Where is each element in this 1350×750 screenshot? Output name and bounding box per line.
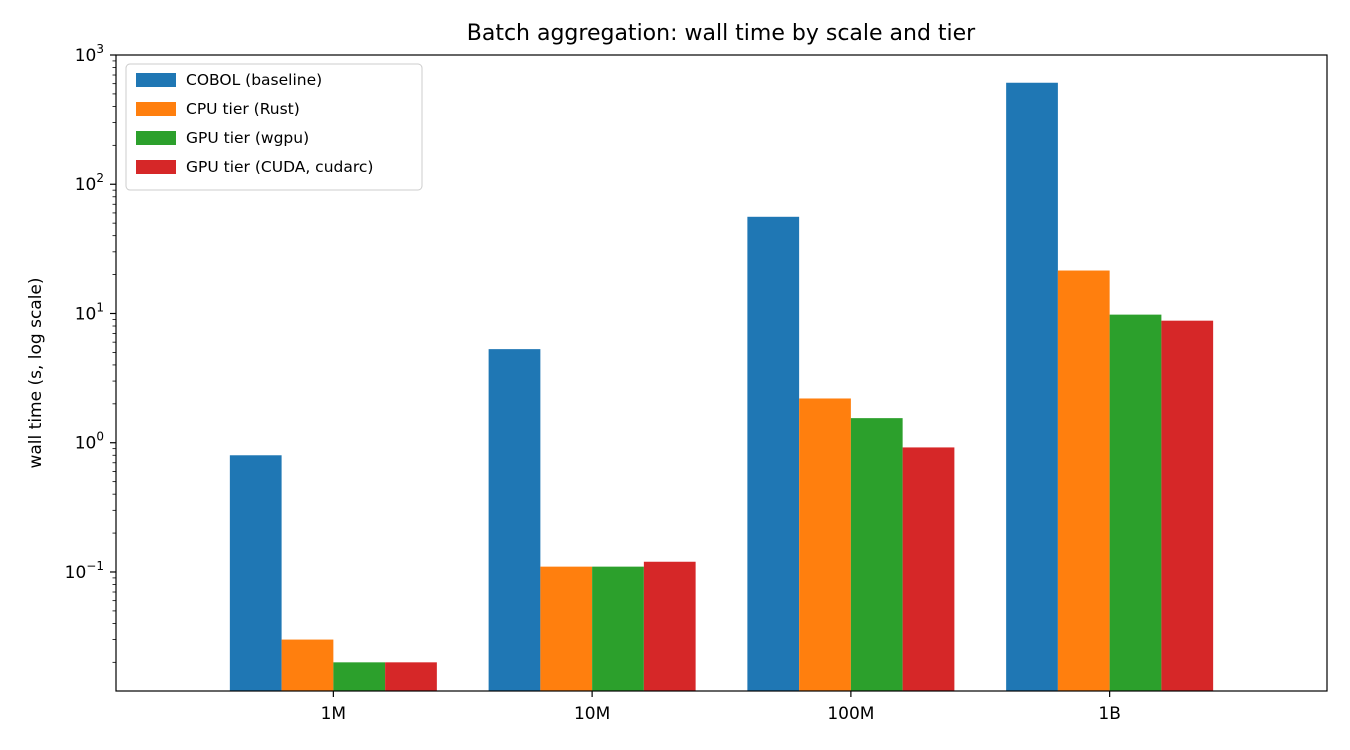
x-tick-label: 1M	[321, 704, 346, 724]
bars-group	[229, 82, 1214, 692]
plot-frame	[115, 54, 1328, 692]
legend-label: GPU tier (wgpu)	[186, 129, 309, 147]
bar-1B-series-3	[1161, 320, 1214, 691]
bar-100M-series-0	[747, 216, 800, 692]
ticks-group: 1M 10M 100M 1B 10−1 100 101 102 103	[65, 42, 1121, 724]
x-tick-label: 10M	[574, 704, 610, 724]
y-tick-label: 103	[75, 42, 104, 66]
y-tick-label: 102	[75, 171, 104, 195]
bar-1B-series-2	[1109, 314, 1162, 691]
legend-frame	[125, 63, 423, 191]
bar-1M-series-1	[281, 639, 334, 691]
bar-10M-series-3	[643, 561, 696, 691]
legend: COBOL (baseline) CPU tier (Rust) GPU tier …	[125, 63, 423, 191]
y-tick-label: 100	[75, 430, 104, 454]
bar-100M-series-1	[799, 398, 851, 691]
bar-1B-series-0	[1006, 82, 1058, 691]
x-tick-label: 100M	[827, 704, 874, 724]
y-axis-label: wall time (s, log scale)	[26, 277, 46, 468]
legend-label: COBOL (baseline)	[186, 71, 322, 89]
y-tick-label: 10−1	[65, 559, 104, 583]
bar-100M-series-2	[850, 418, 903, 691]
legend-label: CPU tier (Rust)	[186, 100, 300, 118]
bar-10M-series-0	[488, 349, 541, 691]
x-tick-label: 1B	[1098, 704, 1120, 724]
y-tick-label: 101	[75, 300, 104, 324]
bar-1M-series-3	[385, 662, 437, 691]
bar-1M-series-2	[333, 662, 386, 691]
bar-1B-series-1	[1057, 270, 1110, 691]
bar-1M-series-0	[229, 455, 282, 691]
legend-swatch	[136, 102, 176, 116]
bar-100M-series-3	[902, 447, 955, 691]
legend-swatch	[136, 73, 176, 87]
legend-swatch	[136, 131, 176, 145]
bar-10M-series-2	[592, 566, 644, 691]
chart-title: Batch aggregation: wall time by scale an…	[467, 21, 976, 46]
bar-10M-series-1	[540, 566, 593, 691]
legend-swatch	[136, 160, 176, 174]
legend-label: GPU tier (CUDA, cudarc)	[186, 158, 373, 176]
